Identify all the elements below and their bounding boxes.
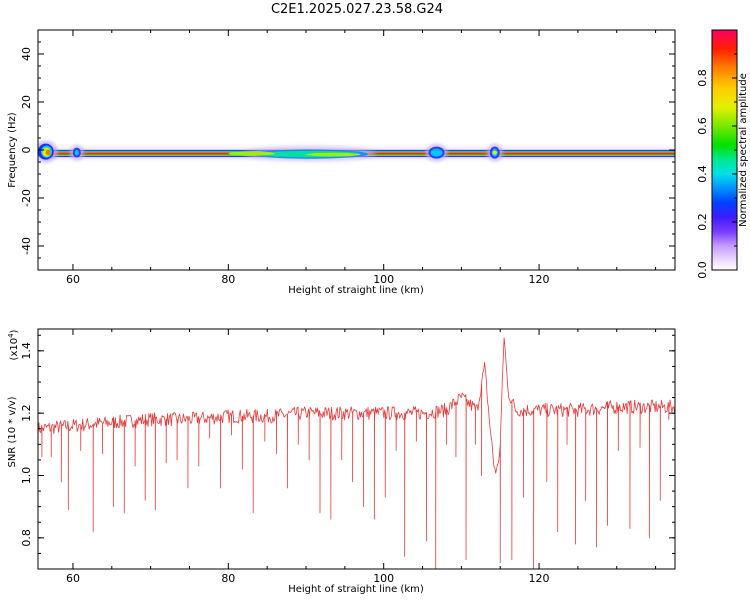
x-tick-label: 80 [221,273,235,286]
ridge-blob-mid [430,148,443,157]
y-tick-label: 0.8 [20,529,33,547]
y-tick-label: 1.2 [20,404,33,422]
y-tick-label: -40 [20,237,33,255]
spectrogram-xlabel: Height of straight line (km) [288,285,424,296]
y-tick-label: 1.4 [20,342,33,360]
x-tick-label: 100 [373,273,394,286]
colorbar-tick-label: 0.2 [696,213,709,231]
ridge-blob-core [492,150,497,155]
y-tick-label: 20 [20,95,33,109]
spectrogram-panel: 60 80 100 120 -40 -20 0 20 40 Height of straight… [7,29,676,296]
colorbar: 0.0 0.2 0.4 0.6 0.8 Normalized spectral ampl… [696,29,749,279]
spectrogram-ylabel: Frequency (Hz) [7,112,18,188]
y-tick-label: 0 [20,147,33,154]
broad-region-inner [306,152,361,157]
start-blob-core [45,150,51,156]
y-tick-label: 40 [20,47,33,61]
snr-panel: 60 80 100 120 0.8 1.0 1.2 1.4 Height of straigh… [7,328,676,595]
colorbar-ticks: 0.0 0.2 0.4 0.6 0.8 [696,53,737,279]
snr-multiplier-exp: 4 [7,333,15,338]
x-tick-label: 120 [529,572,550,585]
snr-ylabel: SNR (10 * v/v) [7,396,18,467]
broad-region-inner [228,151,275,156]
spectrogram-ticks: 60 80 100 120 -40 -20 0 20 40 [20,29,675,286]
snr-frame [37,328,676,570]
snr-series-line [38,337,675,569]
x-tick-label: 100 [373,572,394,585]
spectrogram-heatmap [38,140,675,163]
colorbar-tick-label: 0.8 [696,69,709,87]
y-tick-label: 1.0 [20,467,33,485]
x-tick-label: 60 [66,572,80,585]
x-tick-label: 120 [529,273,550,286]
x-tick-label: 80 [221,572,235,585]
ridge-blob-mid [74,149,79,156]
snr-multiplier: (x104) [7,329,20,360]
figure-title: C2E1.2025.027.23.58.G24 [271,2,443,17]
snr-plot-area [38,337,675,569]
colorbar-label: Normalized spectral amplitude [738,73,749,227]
x-tick-label: 60 [66,273,80,286]
snr-ticks: 60 80 100 120 0.8 1.0 1.2 1.4 [20,329,675,585]
snr-multiplier-base: (x10 [9,338,20,361]
snr-xlabel: Height of straight line (km) [288,584,424,595]
snr-multiplier-close: ) [9,329,20,333]
colorbar-tick-label: 0.0 [696,261,709,279]
colorbar-tick-label: 0.4 [696,165,709,183]
y-tick-label: -20 [20,189,33,207]
colorbar-scale [712,30,737,270]
colorbar-tick-label: 0.6 [696,117,709,135]
